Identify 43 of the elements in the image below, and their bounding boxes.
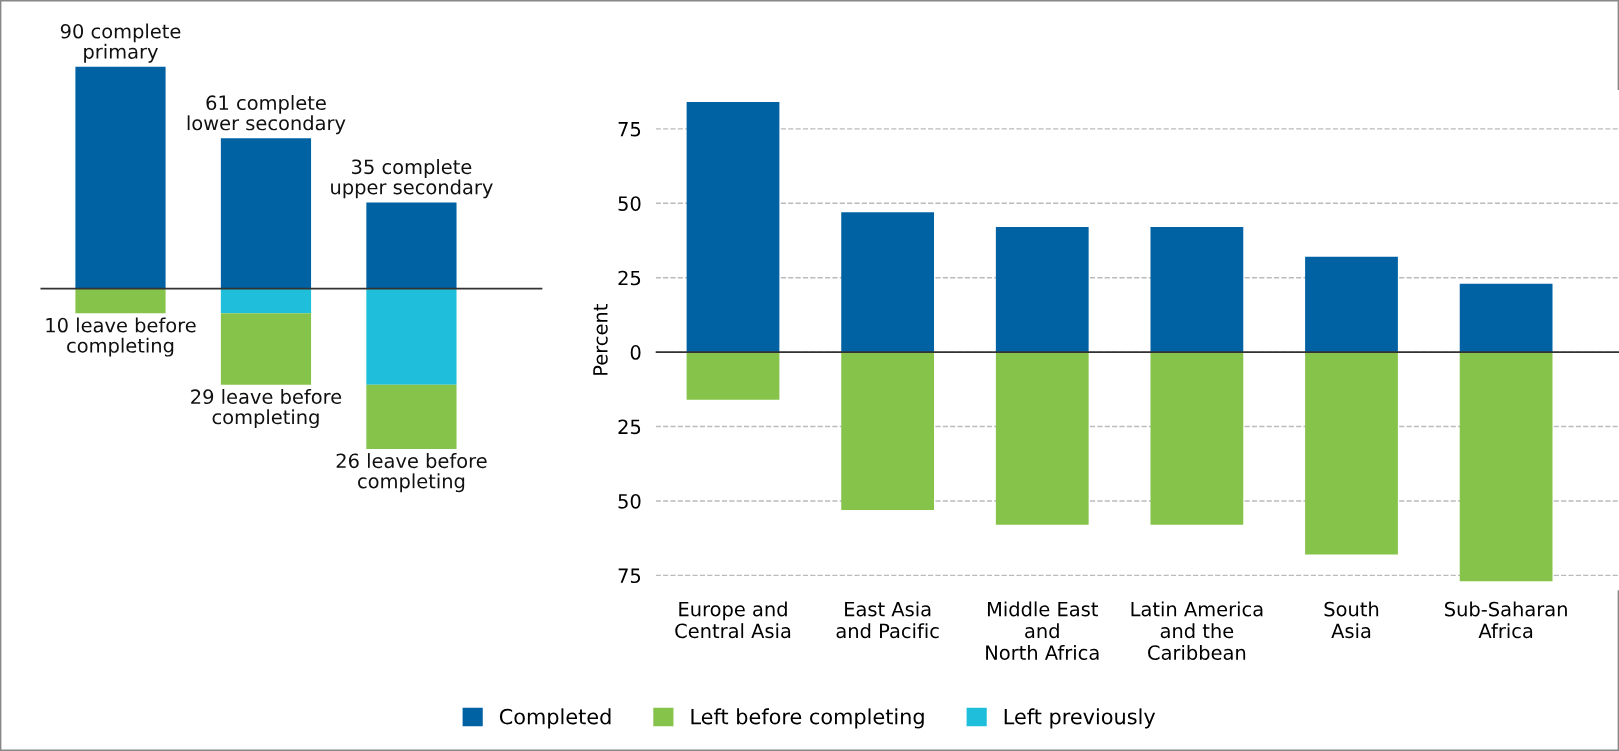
bar	[995, 227, 1089, 353]
bar	[1459, 283, 1553, 353]
bar	[841, 212, 935, 353]
x-tick-label: Latin America and the Caribbean	[1131, 601, 1263, 660]
x-tick-label: East Asia and Pacific	[836, 601, 939, 639]
data-label: 61 complete lower secondary	[187, 95, 346, 135]
x-tick-label: Sub-Saharan Africa	[1445, 601, 1567, 639]
bar	[1150, 227, 1244, 353]
bar	[366, 288, 457, 385]
legend-label: Left previously	[1004, 708, 1156, 729]
data-label: 35 complete upper secondary	[331, 159, 493, 199]
x-tick-label: Europe and Central Asia	[675, 601, 791, 639]
bar	[841, 352, 935, 510]
bar	[220, 288, 312, 314]
legend-label: Left before completing	[691, 708, 924, 729]
y-tick-label: 25	[618, 419, 641, 435]
bar	[366, 384, 457, 449]
bar	[1305, 352, 1398, 555]
bar	[686, 352, 780, 400]
legend-label: Completed	[499, 708, 611, 729]
bar	[995, 352, 1089, 525]
x-tick-label: Middle East and North Africa	[986, 601, 1099, 660]
y-tick-label: 75	[618, 122, 641, 137]
bar	[220, 313, 312, 385]
y-tick-label: 75	[618, 568, 641, 584]
x-tick-label: South Asia	[1324, 601, 1379, 639]
y-axis-title: Percent	[593, 304, 608, 375]
y-tick-label: 50	[618, 196, 641, 211]
y-tick-label: 0	[630, 345, 641, 360]
bar	[75, 288, 166, 314]
y-tick-label: 50	[618, 493, 641, 509]
bar	[366, 202, 457, 289]
bar	[1150, 352, 1244, 525]
bar	[1459, 352, 1553, 582]
bar	[220, 138, 312, 289]
bar	[686, 102, 780, 353]
text: 26 leave before completing	[336, 453, 487, 493]
annotation: 10 leave before completing	[46, 317, 196, 357]
bar	[1305, 256, 1398, 353]
bar	[75, 66, 166, 289]
data-label: 90 complete primary	[60, 23, 181, 63]
y-tick-label: 25	[618, 270, 641, 286]
text: 29 leave before completing	[191, 388, 342, 429]
